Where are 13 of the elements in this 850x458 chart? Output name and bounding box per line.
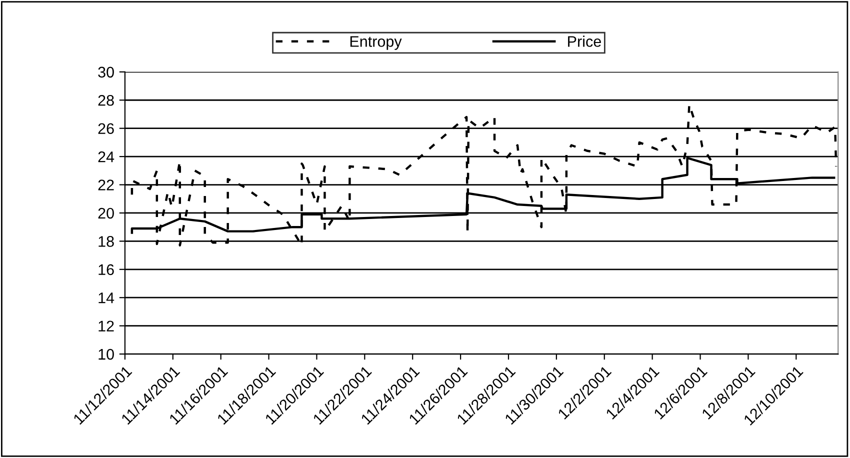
- y-tick-label: 14: [98, 292, 114, 304]
- y-tick-label: 26: [98, 123, 114, 134]
- y-tick-label: 20: [98, 208, 114, 219]
- legend-label: Price: [568, 36, 601, 47]
- y-tick-label: 24: [98, 151, 114, 162]
- y-tick-label: 30: [98, 66, 114, 78]
- y-tick-label: 22: [98, 180, 114, 190]
- y-tick-label: 10: [98, 348, 114, 360]
- y-tick-label: 28: [98, 94, 114, 106]
- y-tick-label: 18: [98, 236, 114, 247]
- legend-label: Entropy: [350, 36, 402, 50]
- y-tick-label: 12: [98, 320, 114, 332]
- y-tick-label: 16: [98, 264, 114, 276]
